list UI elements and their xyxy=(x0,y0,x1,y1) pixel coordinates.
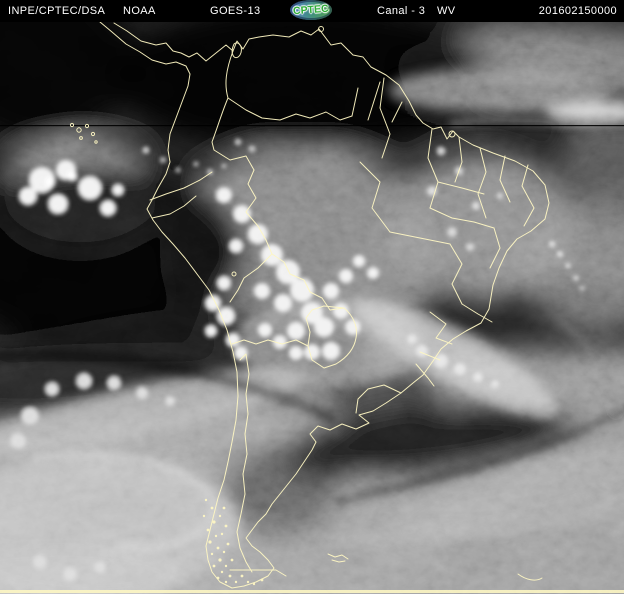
satellite-wv-image xyxy=(0,22,624,594)
header-agency-label: NOAA xyxy=(123,5,156,17)
cptec-logo-icon: CPTEC xyxy=(290,0,332,20)
map-bottom-border xyxy=(0,590,624,593)
cloud-grain-texture xyxy=(0,22,624,594)
fjord-speckles xyxy=(202,498,264,586)
header-satellite-label: GOES-13 xyxy=(210,5,261,17)
header-timestamp: 201602150000 xyxy=(538,5,617,17)
header-bar: INPE/CPTEC/DSA NOAA GOES-13 CPTEC Canal … xyxy=(0,0,624,22)
header-band-label: WV xyxy=(437,5,456,17)
header-source-label: INPE/CPTEC/DSA xyxy=(8,5,106,17)
cptec-logo-text: CPTEC xyxy=(292,2,330,18)
header-channel-label: Canal - 3 xyxy=(377,5,426,17)
falkland-islands-outline xyxy=(327,553,349,563)
scan-line-artifact xyxy=(0,125,624,127)
south-georgia-outline xyxy=(517,573,543,581)
satellite-wv-canvas xyxy=(0,22,624,594)
galapagos-islands xyxy=(69,122,98,144)
country-borders xyxy=(69,22,550,589)
